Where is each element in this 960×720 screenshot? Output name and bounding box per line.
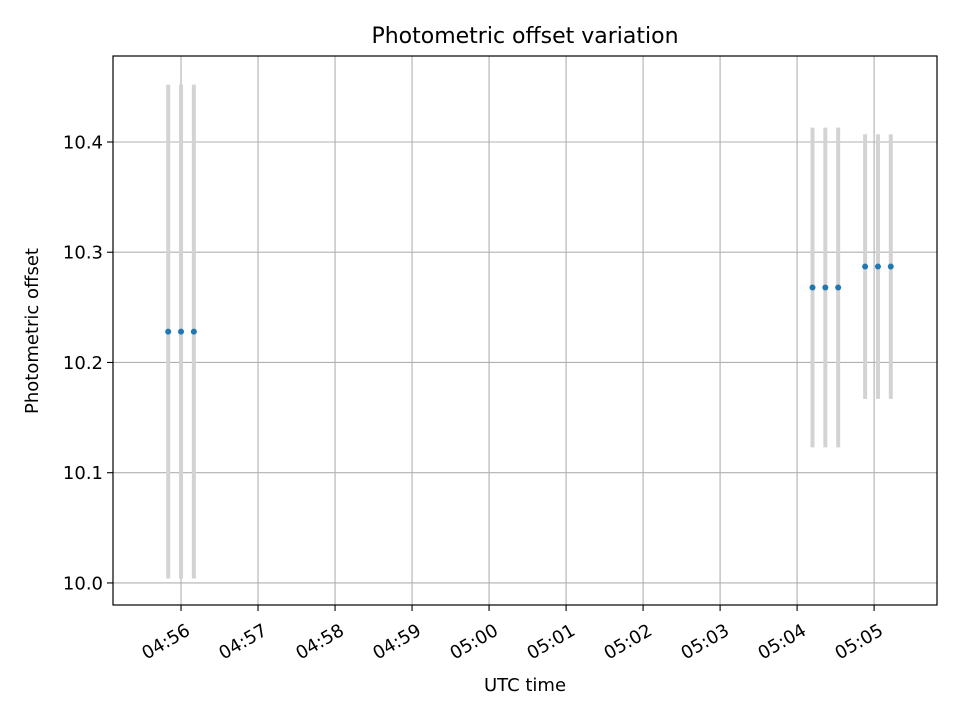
grid [113,56,937,605]
data-point [822,284,829,291]
y-tick: 10.2 [63,353,113,374]
x-tick: 05:04 [754,605,810,664]
x-tick: 05:05 [831,605,887,664]
data-point [862,263,869,270]
data-point [165,328,172,335]
y-axis-ticks: 10.0 10.1 10.2 10.3 10.4 [63,132,113,594]
x-tick-label: 04:59 [369,620,424,664]
data-point [887,263,894,270]
x-tick-label: 05:01 [523,620,578,664]
x-tick-label: 04:58 [292,620,347,664]
data-point [190,328,197,335]
data-points [165,263,894,335]
x-tick: 04:58 [292,605,348,664]
chart-title: Photometric offset variation [371,24,678,49]
y-tick-label: 10.2 [63,353,103,374]
x-tick-label: 05:03 [677,620,732,664]
y-tick-label: 10.4 [63,132,103,153]
x-tick: 04:56 [138,605,194,664]
error-bars [166,84,893,579]
x-tick: 05:00 [446,605,502,664]
y-tick: 10.0 [63,573,113,594]
x-tick-label: 04:56 [138,620,193,664]
data-point [874,263,881,270]
x-tick: 05:03 [677,605,733,664]
data-point [178,328,185,335]
plot-frame [112,55,938,606]
data-point [809,284,816,291]
x-tick: 04:57 [215,605,271,664]
y-tick-label: 10.3 [63,243,103,264]
x-tick: 05:01 [523,605,579,664]
y-tick: 10.1 [63,463,113,484]
x-tick: 04:59 [369,605,425,664]
y-tick-label: 10.1 [63,463,103,484]
x-axis-label: UTC time [484,675,566,696]
y-tick: 10.3 [63,243,113,264]
y-tick: 10.4 [63,132,113,153]
x-tick-label: 05:04 [754,620,809,664]
x-axis-ticks: 04:56 04:57 04:58 04:59 05:00 05:01 05:02 05:03… [138,605,887,664]
x-tick-label: 05:05 [831,620,886,664]
x-tick-label: 04:57 [215,620,270,664]
x-tick-label: 05:02 [600,620,655,664]
data-point [835,284,842,291]
x-tick-label: 05:00 [446,620,501,664]
y-axis-label: Photometric offset [22,248,43,414]
y-tick-label: 10.0 [63,573,103,594]
x-tick: 05:02 [600,605,656,664]
